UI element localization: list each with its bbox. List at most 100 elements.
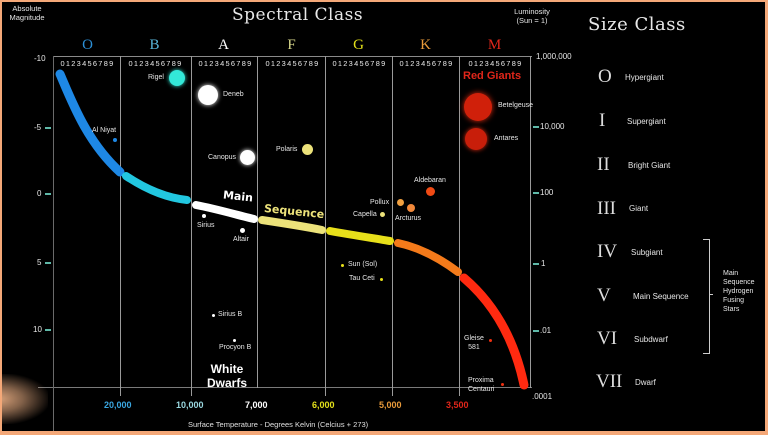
star-label-canopus: Canopus — [208, 154, 237, 161]
y-tick-label: 0 — [37, 189, 42, 198]
y2-tick-label: 10,000 — [540, 122, 565, 131]
y-tick-mark — [45, 127, 51, 129]
class-letter-k: K — [420, 37, 431, 53]
star-label-deneb: Deneb — [223, 91, 244, 98]
class-divider — [325, 56, 326, 396]
size-label: Bright Giant — [628, 161, 671, 170]
size-label: Subdwarf — [634, 335, 668, 344]
class-divider — [191, 56, 192, 396]
star-deneb — [198, 85, 218, 105]
subclass-digits-m: 0123456789 — [468, 59, 523, 68]
y2-tick-mark — [533, 192, 539, 194]
star-betelgeuse — [464, 93, 492, 121]
size-label: Dwarf — [635, 378, 656, 387]
star-label-aldebaran: Aldebaran — [414, 177, 446, 184]
size-numeral: V — [597, 285, 611, 306]
size-label: Hypergiant — [625, 73, 664, 82]
subclass-digits-k: 0123456789 — [399, 59, 454, 68]
star-label-tau-ceti: Tau Ceti — [349, 275, 375, 282]
class-letter-a: A — [218, 37, 229, 53]
size-numeral: III — [597, 198, 616, 219]
y-tick-label: -5 — [34, 123, 42, 132]
size-label: Main Sequence — [633, 292, 689, 301]
star-label-sun: Sun (Sol) — [348, 261, 378, 268]
star-altair — [240, 228, 245, 233]
y-tick-mark — [45, 262, 51, 264]
x-tick-label: 20,000 — [104, 400, 132, 410]
size-label: Giant — [629, 204, 649, 213]
star-sirius — [202, 214, 206, 218]
star-aldebaran — [426, 187, 435, 196]
main-sequence-curve — [55, 69, 529, 390]
y-tick-mark — [45, 329, 51, 331]
x-tick-label: 7,000 — [245, 400, 268, 410]
star-label-procyon-b: Procyon B — [219, 344, 252, 351]
star-capella — [380, 212, 385, 217]
star-label-polaris: Polaris — [276, 146, 298, 153]
x-tick-label: 5,000 — [379, 400, 402, 410]
plot-top-border — [54, 56, 532, 57]
red-giants-label: Red Giants — [463, 70, 522, 82]
class-divider — [53, 56, 54, 431]
y2-tick-mark — [533, 126, 539, 128]
class-divider — [530, 56, 531, 388]
left-axis-title: Absolute Magnitude — [9, 4, 45, 22]
x-tick-label: 6,000 — [312, 400, 335, 410]
star-label-altair: Altair — [233, 236, 249, 243]
star-label-rigel: Rigel — [148, 74, 164, 81]
star-tau-ceti — [380, 278, 383, 281]
right-axis-title: Luminosity (Sun = 1) — [514, 7, 550, 25]
size-numeral: IV — [597, 241, 618, 262]
star-label-proxima-centauri: Proxima Centauri — [468, 377, 495, 393]
star-label-sirius-b: Sirius B — [218, 311, 243, 318]
star-label-al-niyat: Al Niyat — [92, 127, 117, 134]
star-label-pollux: Pollux — [370, 199, 390, 206]
star-pollux — [397, 199, 404, 206]
class-divider — [120, 56, 121, 396]
subclass-digits-a: 0123456789 — [198, 59, 253, 68]
plot-bottom-border — [38, 387, 532, 388]
star-rigel — [169, 70, 185, 86]
class-divider — [392, 56, 393, 396]
y2-tick-label: .01 — [540, 326, 552, 335]
y-tick-label: 10 — [33, 325, 42, 334]
star-gleise-581 — [489, 339, 492, 342]
size-numeral: VII — [596, 371, 623, 392]
chart-title: Spectral Class — [232, 5, 364, 25]
star-label-arcturus: Arcturus — [395, 215, 422, 222]
class-divider — [459, 56, 460, 396]
star-antares — [465, 128, 487, 150]
class-letter-g: G — [353, 37, 364, 53]
subclass-digits-o: 0123456789 — [60, 59, 115, 68]
star-arcturus — [407, 204, 415, 212]
size-label: Supergiant — [627, 117, 666, 126]
class-letter-b: B — [149, 37, 160, 53]
white-dwarfs-label: White Dwarfs — [207, 362, 247, 390]
y2-tick-label: 1,000,000 — [536, 52, 572, 61]
y2-tick-mark — [533, 263, 539, 265]
subclass-digits-f: 0123456789 — [265, 59, 320, 68]
star-canopus — [240, 150, 255, 165]
star-proxima-centauri — [501, 383, 504, 386]
star-label-antares: Antares — [494, 135, 519, 142]
class-letter-m: M — [487, 37, 502, 53]
y2-tick-label: .0001 — [532, 392, 553, 401]
y2-tick-mark — [533, 330, 539, 332]
y2-tick-label: 1 — [541, 259, 546, 268]
class-divider — [257, 56, 258, 388]
bracket-note: Main Sequence Hydrogen Fusing Stars — [723, 270, 755, 313]
star-label-sirius: Sirius — [197, 222, 215, 229]
y-tick-label: -10 — [34, 54, 46, 63]
star-procyon-b — [233, 339, 236, 342]
size-numeral: I — [599, 110, 606, 131]
y-tick-label: 5 — [37, 258, 42, 267]
size-label: Subgiant — [631, 248, 663, 257]
size-numeral: II — [597, 154, 610, 175]
x-tick-label: 10,000 — [176, 400, 204, 410]
hr-diagram: Absolute Magnitude Spectral Class Lumino… — [2, 2, 765, 431]
y-tick-mark — [45, 193, 51, 195]
y2-tick-label: 100 — [540, 188, 554, 197]
size-numeral: O — [598, 66, 612, 87]
star-label-gleise-581: Gleise 581 — [464, 335, 484, 351]
white-dwarfs-line1: White — [210, 362, 244, 376]
